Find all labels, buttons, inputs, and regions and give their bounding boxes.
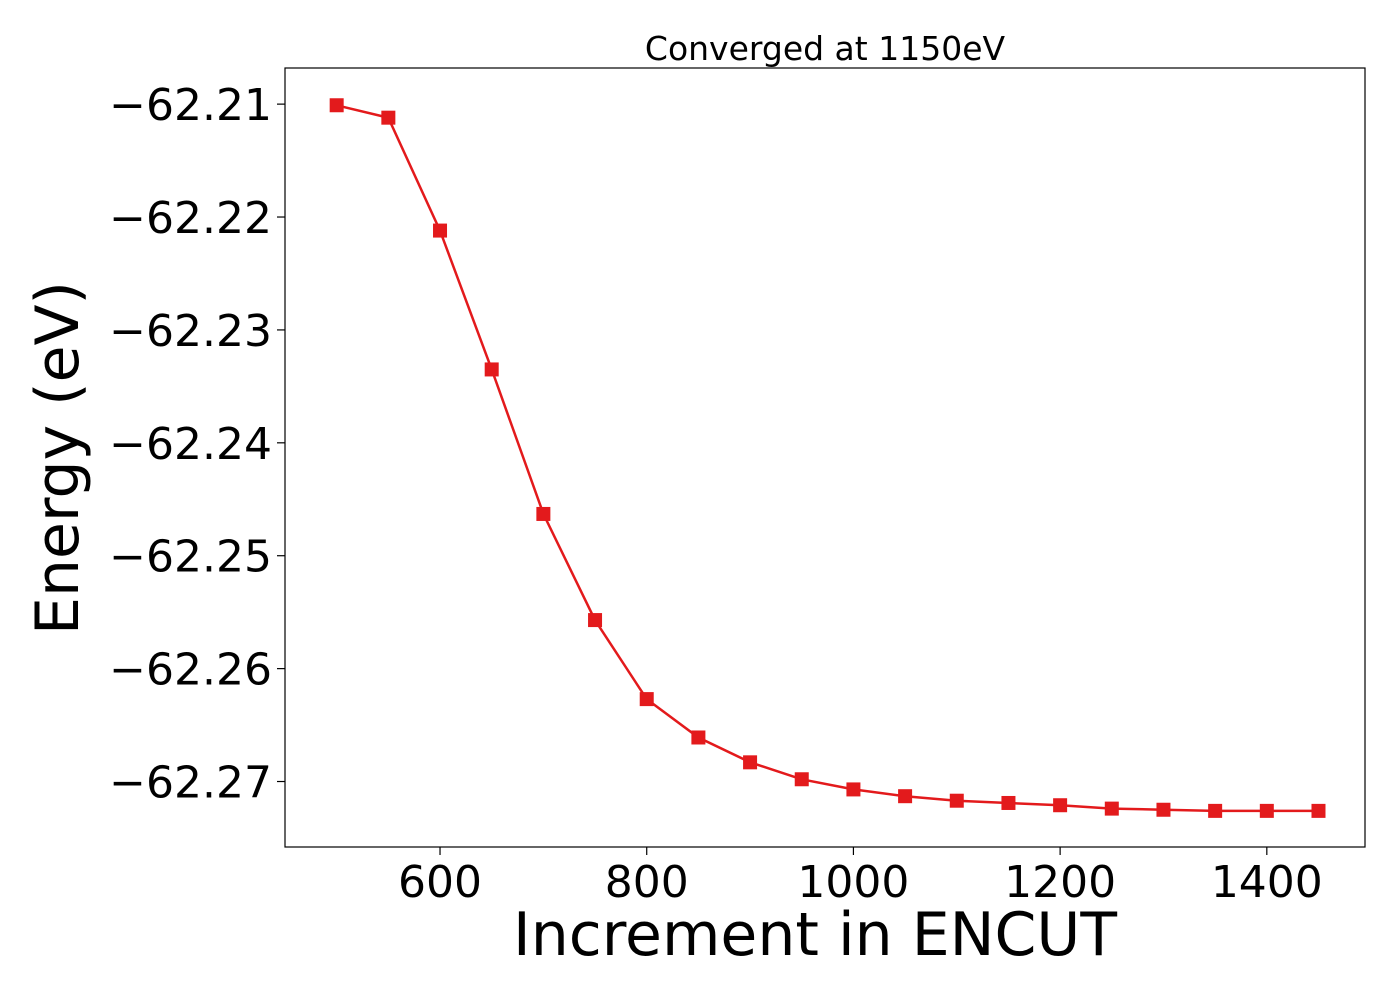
data-point-marker — [1104, 801, 1119, 816]
data-point-marker — [484, 362, 499, 377]
y-tick-label: −62.25 — [109, 532, 272, 583]
data-point-marker — [1001, 795, 1016, 810]
data-point-marker — [381, 110, 396, 125]
y-tick-label: −62.26 — [109, 645, 272, 696]
plot-area — [284, 67, 1366, 848]
y-tick-label: −62.22 — [109, 193, 272, 244]
chart-title: Converged at 1150eV — [645, 29, 1006, 68]
y-axis-title: Energy (eV) — [23, 281, 93, 635]
y-tick-label: −62.27 — [109, 758, 272, 809]
x-tick-label: 1200 — [1004, 857, 1116, 908]
data-point-marker — [536, 506, 551, 521]
data-point-marker — [949, 793, 964, 808]
data-point-marker — [1311, 803, 1326, 818]
data-point-marker — [691, 730, 706, 745]
series-layer — [329, 98, 1326, 818]
data-point-marker — [846, 782, 861, 797]
data-point-marker — [898, 789, 913, 804]
y-tick-label: −62.24 — [109, 419, 272, 470]
data-point-marker — [433, 223, 448, 238]
data-point-marker — [639, 692, 654, 707]
x-tick-label: 1400 — [1211, 857, 1323, 908]
x-axis-ticks: 600 800 1000 1200 1400 — [398, 847, 1323, 908]
y-axis-ticks: −62.21 −62.22 −62.23 −62.24 −62.25 −62.26 −62.… — [109, 80, 285, 809]
x-tick-label: 800 — [605, 857, 689, 908]
x-tick-label: 1000 — [797, 857, 909, 908]
y-tick-label: −62.21 — [109, 80, 272, 131]
y-tick-label: −62.23 — [109, 306, 272, 357]
data-point-marker — [794, 772, 809, 787]
x-tick-label: 600 — [398, 857, 482, 908]
data-point-marker — [329, 98, 344, 113]
data-point-marker — [1208, 803, 1223, 818]
data-point-marker — [1053, 798, 1068, 813]
data-point-marker — [1259, 803, 1274, 818]
data-point-marker — [588, 613, 603, 628]
x-axis-title: Increment in ENCUT — [513, 900, 1117, 970]
data-point-marker — [1156, 802, 1171, 817]
energy-series-line — [336, 104, 1319, 813]
data-point-marker — [743, 755, 758, 770]
